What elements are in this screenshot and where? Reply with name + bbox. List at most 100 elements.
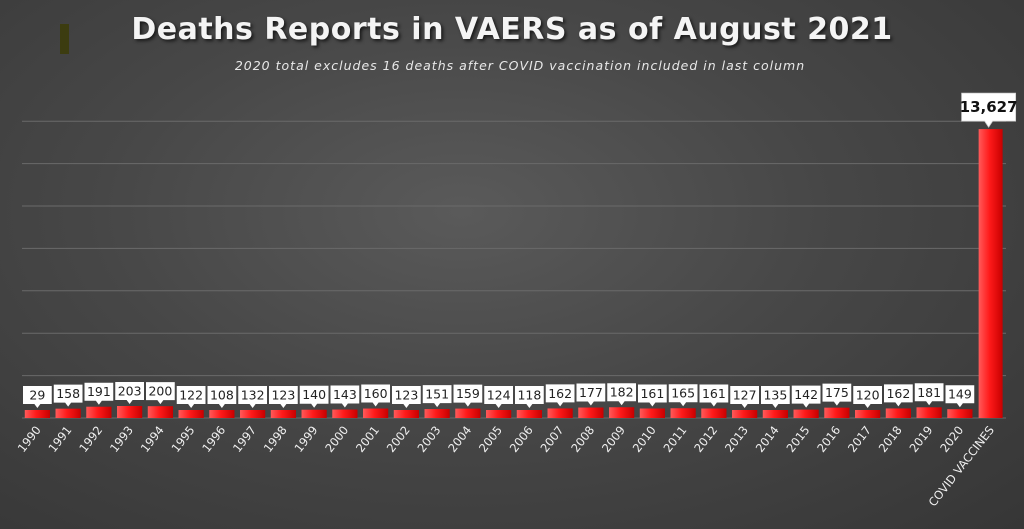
x-tick-label: 2009 [599, 423, 628, 455]
data-label: 135 [763, 388, 787, 403]
bar [455, 408, 481, 418]
x-tick-labels: 1990 1991 1992 1993 1994 1995 1996 1997 1998 1999… [15, 423, 997, 509]
data-label-box [207, 386, 237, 408]
bar [732, 410, 758, 418]
chart-subtitle: 2020 total excludes 16 deaths after COVI… [234, 58, 806, 73]
data-label-box [945, 385, 975, 408]
bar [547, 408, 573, 418]
x-tick-label: 1990 [15, 423, 44, 455]
x-tick-label: 2016 [814, 423, 843, 455]
bar [639, 408, 665, 418]
data-label-box [914, 383, 944, 406]
x-tick-label: 2004 [445, 423, 474, 455]
data-label-box [730, 386, 759, 408]
gridlines [22, 120, 1006, 419]
data-label-box [668, 384, 698, 407]
bar [393, 410, 419, 418]
data-label: 108 [210, 388, 234, 403]
data-label: 120 [856, 388, 880, 403]
bar [486, 410, 512, 418]
data-label: 13,627 [960, 98, 1018, 116]
data-label: 149 [948, 387, 972, 402]
data-label-box [269, 386, 298, 408]
x-tick-label: 2017 [845, 423, 874, 455]
data-label: 143 [333, 387, 357, 402]
x-tick-label: 1993 [107, 423, 136, 455]
data-label: 165 [671, 386, 695, 401]
data-label: 161 [702, 386, 726, 401]
x-tick-label: 2005 [476, 423, 505, 455]
x-tick-label: 2018 [876, 423, 905, 455]
data-label-box [84, 382, 114, 405]
data-label: 140 [302, 387, 326, 402]
bar [578, 407, 604, 418]
x-tick-label: 2019 [906, 423, 935, 455]
data-label-box [453, 384, 483, 407]
bar [793, 409, 819, 418]
bar [701, 408, 727, 418]
bar [240, 410, 266, 418]
bar [363, 408, 389, 418]
data-label: 203 [118, 384, 142, 399]
data-label-box [638, 384, 667, 407]
data-label: 191 [87, 384, 111, 399]
data-label-box [884, 384, 913, 407]
data-label-box [791, 385, 821, 408]
data-label: 175 [825, 385, 849, 400]
x-tick-label: 2003 [414, 423, 443, 455]
x-tick-label: 2006 [507, 423, 536, 455]
bar [86, 406, 112, 418]
x-tick-label: 2001 [353, 423, 382, 455]
data-label-box [115, 382, 144, 404]
bar [855, 410, 881, 418]
x-tick-label: 1999 [291, 423, 320, 455]
bar [670, 408, 696, 418]
bar [301, 409, 327, 418]
data-label-box [545, 384, 575, 407]
data-labels: 29 158 191 203 200 122 108 132 123 140 143 160 123 15… [23, 92, 1018, 408]
data-label: 160 [364, 386, 388, 401]
x-tick-label: 1994 [138, 423, 167, 455]
data-label-box [515, 386, 544, 408]
data-label: 181 [917, 385, 941, 400]
x-tick-label: 1996 [199, 423, 228, 455]
data-label-box [607, 383, 636, 406]
data-label-box [176, 386, 206, 408]
data-label: 122 [179, 388, 203, 403]
bar [824, 407, 850, 418]
data-label: 123 [271, 388, 295, 403]
data-label-box [699, 384, 729, 407]
data-label-box [961, 92, 1017, 128]
x-tick-label: 2014 [753, 423, 782, 455]
data-label-box [822, 383, 852, 406]
x-tick-label: 2020 [937, 423, 966, 455]
data-label: 142 [794, 387, 818, 402]
bar [978, 129, 1003, 418]
data-label-box [299, 385, 329, 408]
bar [424, 409, 450, 418]
data-label-box [53, 384, 83, 407]
bar [209, 410, 235, 418]
data-label: 132 [241, 388, 265, 403]
x-tick-label: 2002 [384, 423, 413, 455]
bar [947, 409, 973, 418]
x-tick-label: 2012 [691, 423, 720, 455]
data-label: 200 [148, 384, 172, 399]
x-tick-label: 2010 [630, 423, 659, 455]
bar [885, 408, 911, 418]
x-tick-label: 2011 [660, 423, 689, 455]
x-tick-label: 1991 [45, 423, 74, 455]
bar [55, 408, 81, 418]
bar [24, 410, 50, 418]
data-label: 161 [640, 386, 664, 401]
x-tick-label: 2000 [322, 423, 351, 455]
bar [147, 406, 173, 418]
data-label-box [761, 386, 790, 408]
data-label: 29 [29, 388, 45, 403]
data-label: 162 [886, 386, 910, 401]
x-tick-label: 1998 [261, 423, 290, 455]
data-label-box [330, 385, 360, 408]
data-label: 162 [548, 386, 572, 401]
bar [332, 409, 358, 418]
data-label-box [361, 384, 390, 407]
